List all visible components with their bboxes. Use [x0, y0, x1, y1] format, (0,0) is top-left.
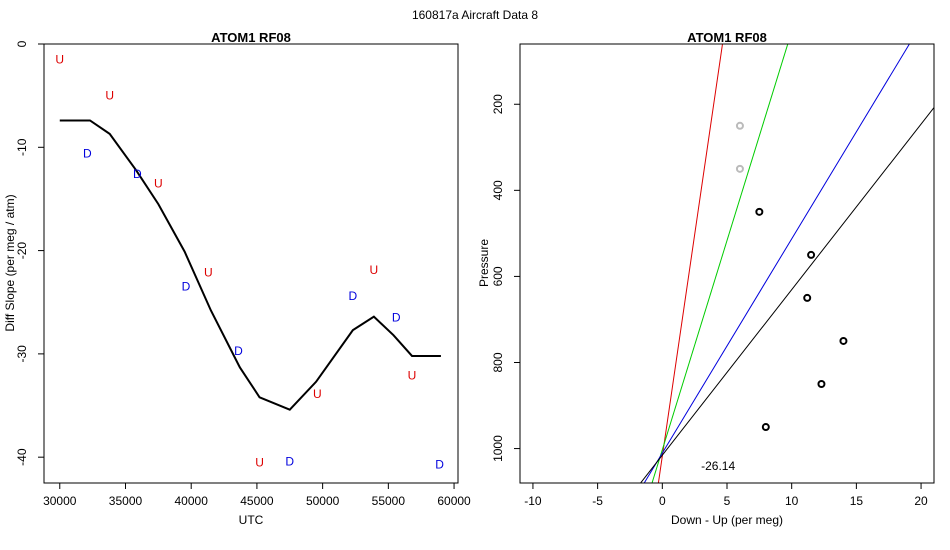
right-point [735, 164, 744, 173]
left-x-tick-label: 40000 [175, 494, 209, 508]
left-marker-u: U [408, 369, 417, 383]
left-plot-box [43, 43, 459, 484]
right-point [807, 250, 816, 259]
left-marker-d: D [285, 454, 294, 468]
left-ylabel: Diff Slope (per meg / atm) [3, 194, 17, 331]
left-marker-u: U [370, 263, 379, 277]
right-fit-line [643, 44, 910, 483]
right-y-tick-label: 800 [491, 352, 505, 372]
right-point [803, 293, 812, 302]
right-x-tick-label: -5 [592, 494, 603, 508]
right-y-tick-label: 1000 [491, 435, 505, 462]
right-point [755, 207, 764, 216]
left-y-tick-label: -40 [15, 448, 29, 466]
right-fit-line [657, 44, 723, 483]
left-x-tick-label: 55000 [372, 494, 406, 508]
left-marker-d: D [133, 167, 142, 181]
left-marker-u: U [154, 176, 163, 190]
right-x-tick-label: 15 [850, 494, 864, 508]
figure-title: 160817a Aircraft Data 8 [412, 8, 538, 22]
right-fit-lines [639, 44, 934, 483]
left-x-tick-label: 35000 [109, 494, 143, 508]
right-panel: ATOM1 RF08 -10 -5 0 5 10 15 20 200 400 600 800 100… [477, 30, 935, 527]
left-xlabel: UTC [239, 513, 264, 527]
right-x-tick-label: 10 [785, 494, 799, 508]
right-x-tick-label: 5 [724, 494, 731, 508]
left-marker-u: U [255, 455, 264, 469]
left-marker-d: D [435, 457, 444, 471]
right-points [735, 121, 848, 432]
right-x-tick-label: 0 [659, 494, 666, 508]
right-point [735, 121, 744, 130]
right-ylabel: Pressure [477, 239, 491, 287]
left-panel: ATOM1 RF08 30000 35000 40000 45000 50000 5500… [3, 30, 471, 527]
left-marker-d: D [349, 289, 358, 303]
right-y-axis: 200 400 600 800 1000 [491, 94, 520, 462]
left-x-tick-label: 50000 [306, 494, 340, 508]
left-marker-u: U [313, 387, 322, 401]
left-y-tick-label: -20 [15, 242, 29, 260]
left-x-tick-label: 60000 [437, 494, 471, 508]
left-series-line [59, 119, 441, 411]
right-y-tick-label: 600 [491, 266, 505, 286]
right-title: ATOM1 RF08 [687, 30, 767, 45]
right-fit-line [651, 44, 789, 483]
right-annotation: -26.14 [701, 459, 735, 473]
right-x-tick-label: 20 [914, 494, 928, 508]
right-fit-line [639, 106, 934, 483]
left-marker-d: D [182, 280, 191, 294]
left-marker-d: D [392, 311, 401, 325]
left-x-axis: 30000 35000 40000 45000 50000 55000 60000 [43, 483, 471, 508]
left-marker-u: U [204, 265, 213, 279]
right-x-tick-label: -10 [524, 494, 542, 508]
right-point [839, 336, 848, 345]
left-y-tick-label: -10 [15, 138, 29, 156]
left-marker-d: D [234, 344, 243, 358]
left-x-tick-label: 45000 [240, 494, 274, 508]
left-y-tick-label: -30 [15, 345, 29, 363]
right-xlabel: Down - Up (per meg) [671, 513, 783, 527]
left-y-axis: 0 -10 -20 -30 -40 [15, 40, 44, 466]
left-marker-u: U [55, 52, 64, 66]
right-x-axis: -10 -5 0 5 10 15 20 [524, 483, 928, 508]
left-x-tick-label: 30000 [43, 494, 77, 508]
left-y-tick-label: 0 [15, 40, 29, 47]
left-marker-u: U [105, 89, 114, 103]
right-plot-box [519, 43, 935, 484]
left-title: ATOM1 RF08 [211, 30, 291, 45]
left-series-polyline [59, 119, 441, 411]
right-y-tick-label: 400 [491, 180, 505, 200]
left-marker-d: D [83, 146, 92, 160]
right-point [817, 380, 826, 389]
right-y-tick-label: 200 [491, 94, 505, 114]
right-point [761, 423, 770, 432]
